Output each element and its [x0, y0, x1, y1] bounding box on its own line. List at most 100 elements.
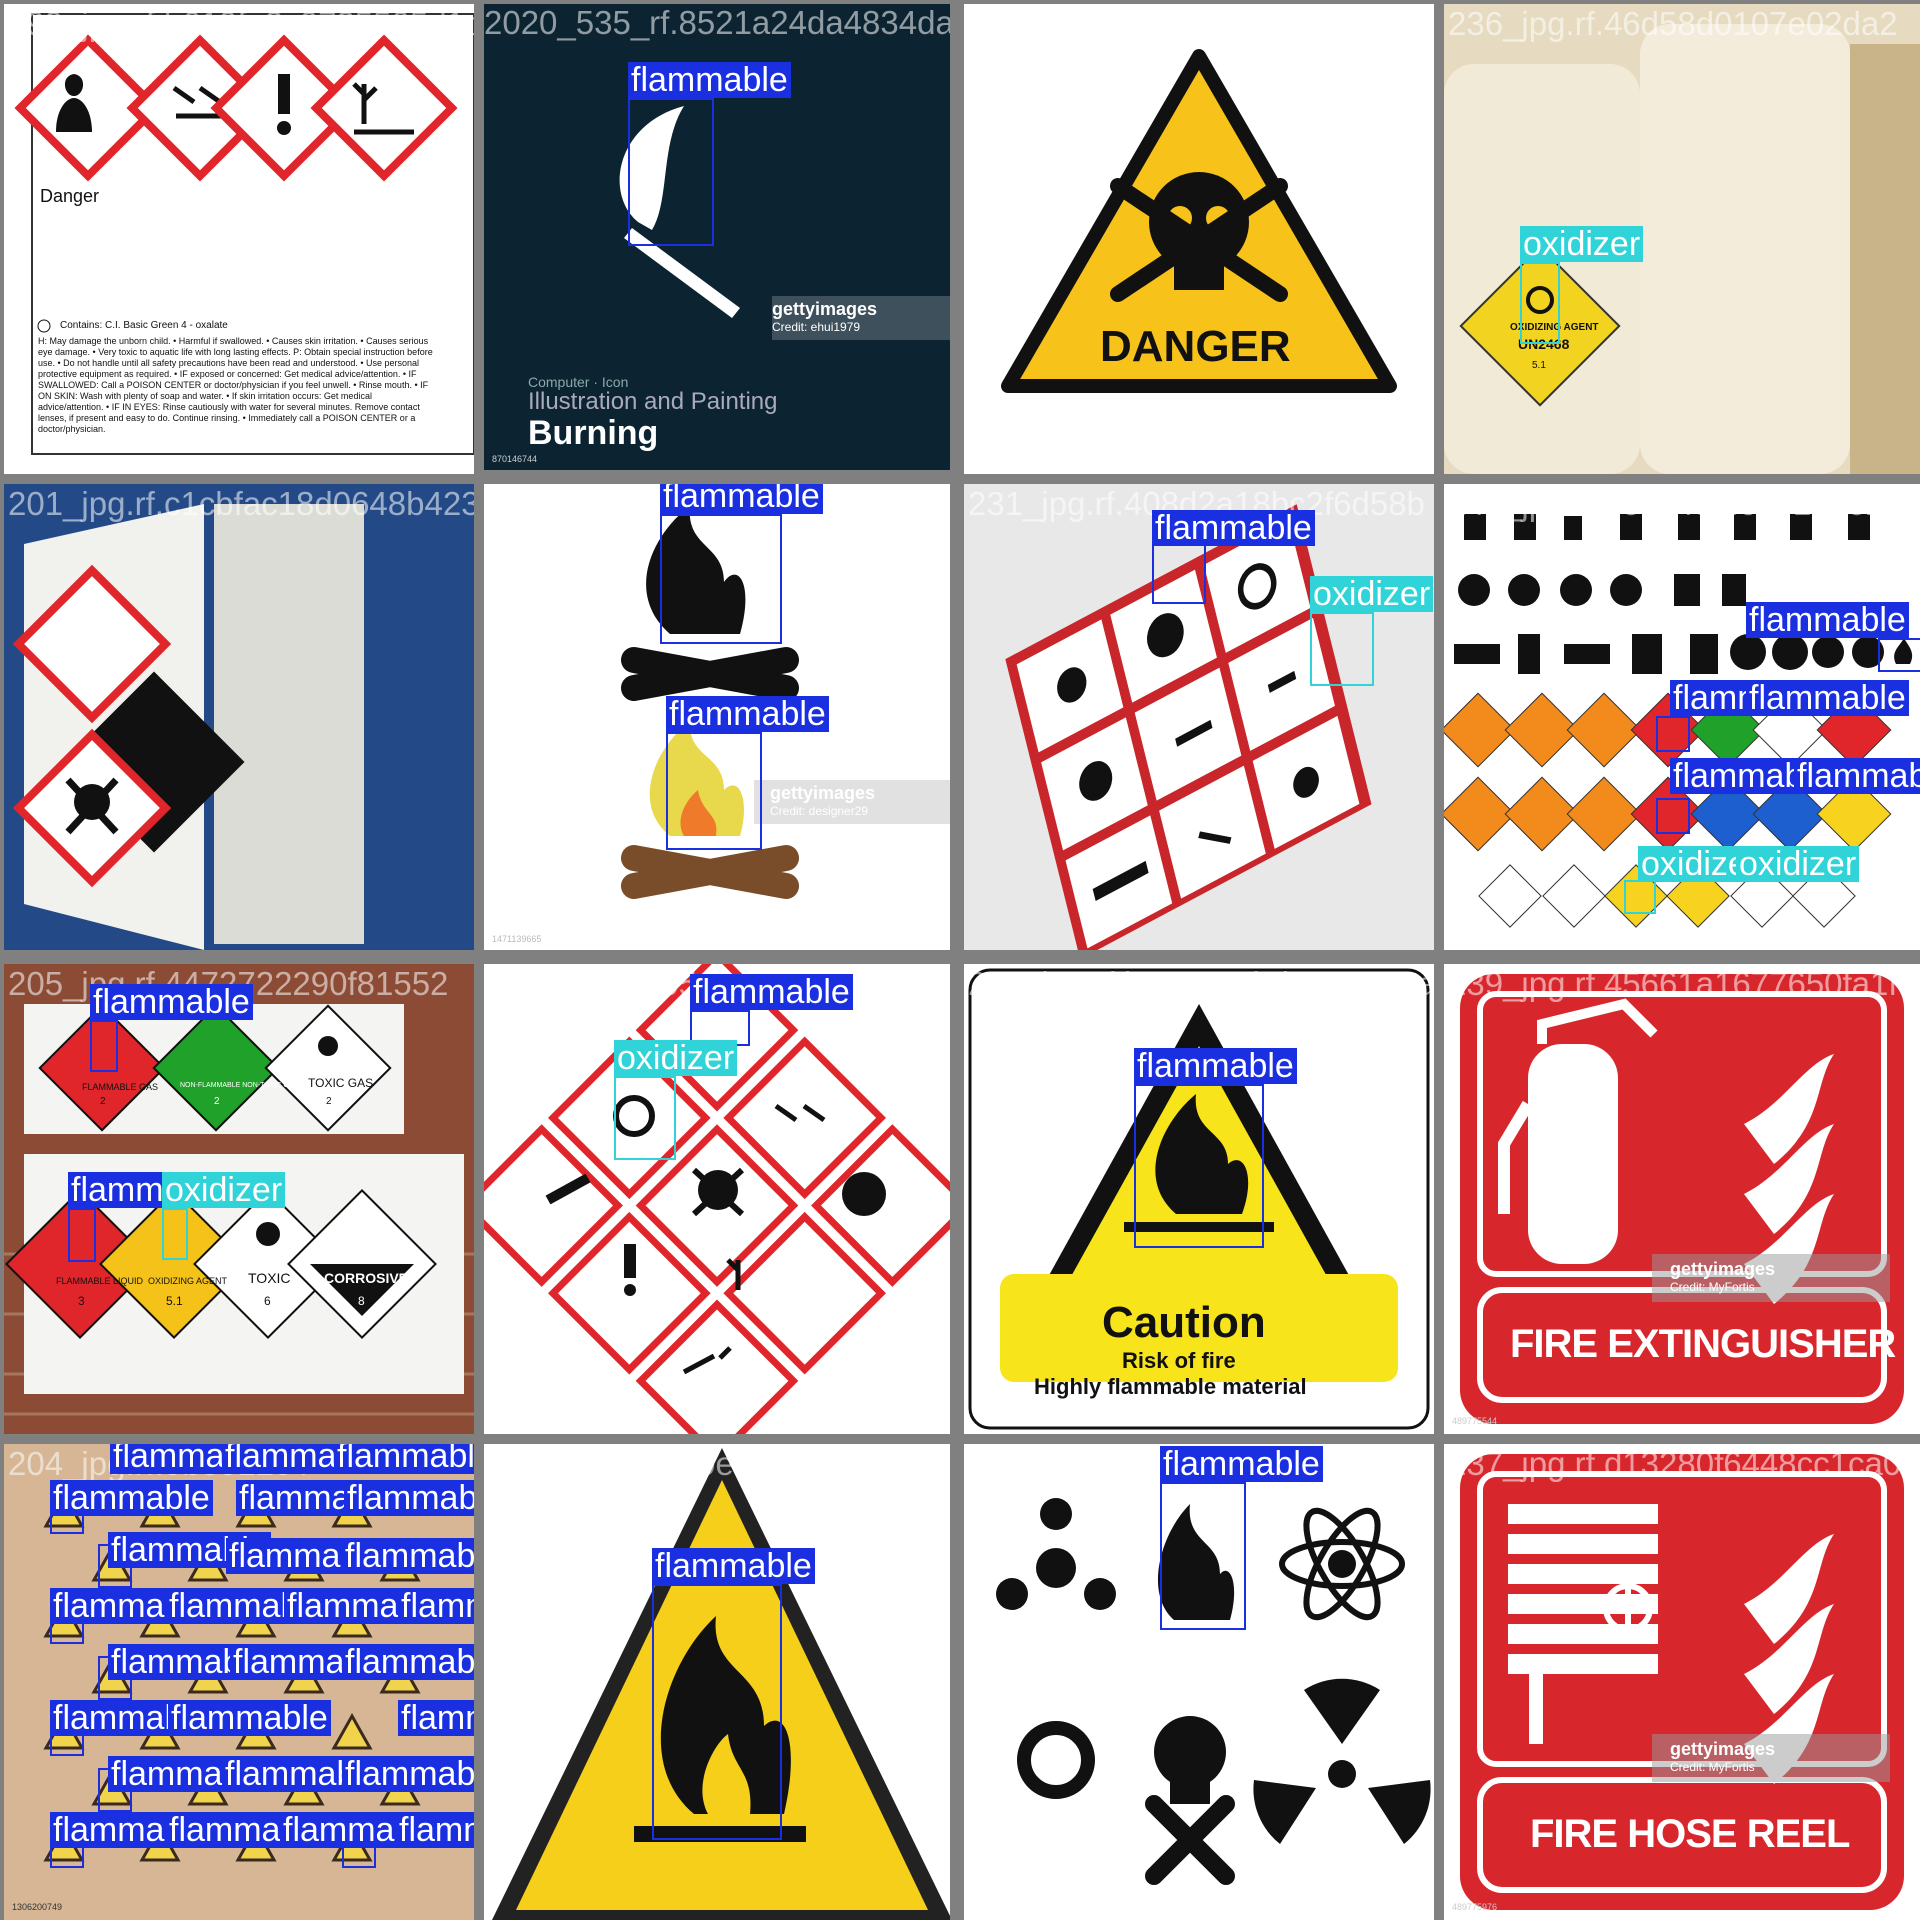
- flammable-label: flammable: [50, 1480, 213, 1516]
- flammable-label: flammable: [652, 1548, 815, 1584]
- un-number: UN2468: [1518, 336, 1570, 352]
- tile-223: gettyimages Credit: designer29 1471139665…: [484, 484, 950, 950]
- tile-226: flammable 226_jpg.rf.c17d05b3701969e2: [964, 1444, 1434, 1920]
- flammable-label: flammable: [1134, 1048, 1297, 1084]
- danger-text: Danger: [40, 186, 100, 206]
- image-id: 1306200749: [12, 1902, 63, 1912]
- tile-199: Danger Contains: C.I. Basic Green 4 - ox…: [4, 4, 474, 474]
- flammable-liquid-text: FLAMMABLE LIQUID: [56, 1276, 144, 1286]
- tile-200: 2020_535_rf.8521a24da4834da gettyimages C…: [484, 4, 950, 470]
- flammable-label: flammable: [344, 1480, 474, 1516]
- caution-title: Caution: [1102, 1298, 1266, 1347]
- tile-236: OXIDIZING AGENT UN2468 5.1 oxidizer 236_…: [1444, 4, 1920, 474]
- danger-triangle-art: [1001, 49, 1397, 393]
- flammable-label-5: flammable: [1794, 758, 1920, 794]
- image-id: 489775544: [1452, 1416, 1498, 1426]
- barrel-labels-art: [4, 484, 474, 950]
- class-2b: 2: [214, 1096, 220, 1107]
- oxidizer-label: oxidizer: [1520, 226, 1644, 262]
- image-id: 870146744: [492, 454, 538, 464]
- hazard-text: H: May damage the unborn child. • Harmfu…: [38, 336, 433, 434]
- tile-241: flammable flammable flammable flammable …: [1444, 484, 1920, 950]
- flammable-label: flammable: [690, 974, 853, 1010]
- flammable-label: flammable: [334, 1444, 474, 1474]
- flammable-label: flammable: [398, 1588, 474, 1624]
- filename-label: 218_jpg.rf.79e7489e3b43a37493b0: [968, 5, 1434, 42]
- tile-201: 201_jpg.rf.c1cbfac18d0648b423: [4, 484, 474, 950]
- tile-227: flammable 227_jpg.rf.1c30ec3b16248d2f1a2…: [484, 1444, 950, 1920]
- subtitle: Illustration and Painting: [528, 388, 778, 415]
- filename-label: 199_jpg.rf.b619fa3c0725505d1dcc4b71d1a: [8, 5, 474, 42]
- flammable-label-1: flammable: [90, 984, 253, 1020]
- flammable-label-2: flammable: [666, 696, 829, 732]
- class-2c: 2: [326, 1096, 332, 1107]
- tile-204: 1306200749 204_jpg.rf.9b3e12c4 flammable…: [4, 1444, 474, 1920]
- flammable-label: flammable: [342, 1538, 474, 1574]
- image-id: 489775976: [1452, 1902, 1498, 1912]
- contains-text: Contains: C.I. Basic Green 4 - oxalate: [60, 320, 228, 331]
- flammable-label: flammable: [342, 1644, 474, 1680]
- tile-239: FIRE EXTINGUISHER gettyimages Credit: MyF…: [1444, 964, 1920, 1434]
- oxidizer-label-2: oxidizer: [1736, 846, 1860, 882]
- flammable-gas-text: FLAMMABLE GAS: [82, 1082, 159, 1092]
- tile-205: FLAMMABLE GAS NON-FLAMMABLE NON-TOXIC GA…: [4, 964, 474, 1434]
- overlap-filename: 2020_535_rf.8521a24da4834da: [484, 4, 950, 41]
- oxidizer-label: oxidizer: [1310, 576, 1434, 612]
- oxidizer-label: oxidizer: [614, 1040, 738, 1076]
- filename-label: 227_jpg.rf.1c30ec3b16248d2f1a246: [488, 1445, 950, 1482]
- corrosive-text: CORROSIVE: [324, 1270, 409, 1286]
- sign-title: FIRE EXTINGUISHER: [1510, 1322, 1896, 1366]
- filename-label: 239_jpg.rf.45661a1677650fa1f: [1448, 965, 1898, 1002]
- oxidizing-agent-text: OXIDIZING AGENT: [148, 1276, 228, 1286]
- getty-watermark: gettyimages Credit: designer29: [770, 783, 876, 818]
- class-6: 6: [264, 1294, 271, 1308]
- sign-title: FIRE HOSE REEL: [1530, 1812, 1850, 1856]
- flame-warning-triangle-art: [492, 1448, 950, 1920]
- flammable-label: flammable: [398, 1700, 474, 1736]
- flammable-label: flammable: [342, 1756, 474, 1792]
- flammable-label: flammable: [1160, 1446, 1323, 1482]
- ghs-label-art: [14, 13, 474, 455]
- tile-231: flammable oxidizer 231_jpg.rf.408d2a18bc…: [964, 484, 1434, 950]
- class-2a: 2: [100, 1096, 106, 1107]
- brick-wall-placards-art: [4, 964, 474, 1434]
- flammable-label: flammable: [1152, 510, 1315, 546]
- ghs-grid-3d-art: [1005, 504, 1372, 950]
- flammable-label: flammable: [396, 1812, 474, 1848]
- class-8: 8: [358, 1294, 365, 1308]
- toxic-gas-text: TOXIC GAS: [308, 1076, 374, 1090]
- small-caption: Computer · Icon: [528, 374, 629, 390]
- tile-230: Caution Risk of fire Highly flammable ma…: [964, 964, 1434, 1434]
- class-3: 3: [78, 1294, 85, 1308]
- hazard-symbols-art: [996, 1498, 1431, 1885]
- oxidizer-label: oxidizer: [162, 1172, 286, 1208]
- filename-label: 241_jpg.rf.4c5445f49c6161c1dc: [1448, 485, 1918, 522]
- filename-label: 201_jpg.rf.c1cbfac18d0648b423: [8, 485, 474, 522]
- flammable-label-3: flammable: [1746, 680, 1909, 716]
- danger-word: DANGER: [1100, 322, 1291, 371]
- material-text: Highly flammable material: [1034, 1374, 1307, 1399]
- class-number: 5.1: [1532, 360, 1546, 371]
- filename-label: 237_jpg.rf.d13280f6448cc1ca0: [1448, 1445, 1902, 1482]
- class-5-1: 5.1: [166, 1294, 183, 1308]
- tile-218: DANGER 218_jpg.rf.79e7489e3b43a37493b0: [964, 4, 1434, 474]
- getty-watermark: gettyimages Credit: MyFortis: [1670, 1739, 1776, 1774]
- title: Burning: [528, 414, 659, 452]
- filename-label: 236_jpg.rf.46d58d0107e02da2: [1448, 5, 1898, 42]
- caution-sign-art: [968, 968, 1430, 1430]
- campfire-art: [621, 506, 950, 899]
- fire-hose-reel-art: [1460, 1454, 1904, 1910]
- flammable-label-1: flammable: [1746, 602, 1909, 638]
- image-id: 1471139665: [492, 934, 542, 944]
- fire-extinguisher-art: [1460, 974, 1904, 1424]
- tile-237: FIRE HOSE REEL gettyimages Credit: MyFort…: [1444, 1444, 1920, 1920]
- non-flammable-text: NON-FLAMMABLE NON-TOXIC GAS: [180, 1082, 299, 1089]
- ghs-diamond-grid-art: [484, 964, 950, 1434]
- flammable-label: flammable: [168, 1700, 331, 1736]
- flammable-label-1: flammable: [660, 484, 823, 514]
- oxidizer-containers-art: [1444, 4, 1920, 474]
- getty-watermark: gettyimages Credit: ehui1979: [772, 299, 878, 334]
- getty-watermark: gettyimages Credit: MyFortis: [1670, 1259, 1776, 1294]
- burning-match-art: [619, 106, 950, 340]
